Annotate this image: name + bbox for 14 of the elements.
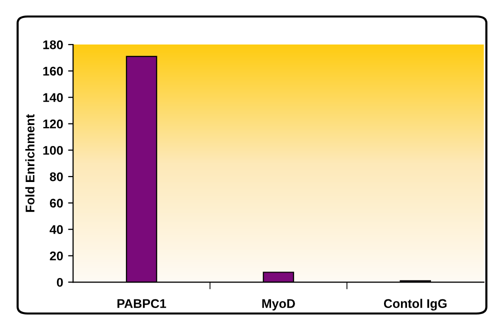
y-tick-label: 100 <box>43 146 63 155</box>
y-tick-label: 140 <box>43 93 63 102</box>
y-tick-label: 40 <box>50 225 63 234</box>
y-tick-label: 60 <box>50 198 63 208</box>
y-tick-label: 120 <box>43 120 63 128</box>
x-tick-label: PABPC1 <box>117 299 166 308</box>
y-tick-label: 20 <box>50 252 63 260</box>
y-axis-title: Fold Enrichment <box>25 114 34 212</box>
y-tick-label: 80 <box>50 172 63 182</box>
y-tick-label: 180 <box>43 40 63 50</box>
y-tick-label: 0 <box>56 278 63 287</box>
x-tick-label: Contol IgG <box>384 298 447 311</box>
x-tick-label: MyoD <box>262 299 295 310</box>
y-tick-label: 160 <box>43 66 63 76</box>
